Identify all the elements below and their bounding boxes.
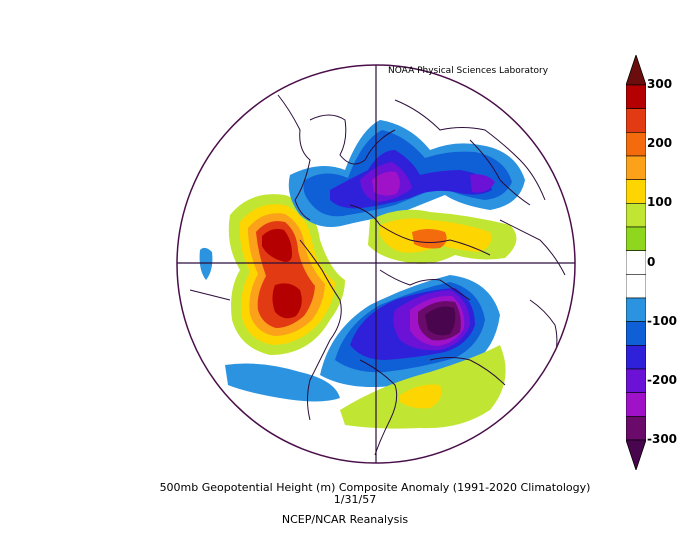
colorbar-segment: [626, 274, 646, 299]
colorbar-tick-label: -100: [647, 313, 678, 328]
colorbar-segment: [626, 155, 646, 180]
colorbar-segment: [626, 368, 646, 393]
colorbar-segment: [626, 203, 646, 228]
anomaly-positive-america: [228, 194, 345, 355]
colorbar-tick-label: 0: [647, 254, 656, 269]
colorbar-tick-label: 100: [647, 195, 673, 210]
colorbar-segment: [626, 250, 646, 275]
globe-boundary: [176, 64, 576, 464]
colorbar-segment: [626, 416, 646, 441]
colorbar-tick-label: 200: [647, 136, 673, 151]
colorbar-segment: [626, 392, 646, 417]
colorbar-segment: [626, 132, 646, 157]
chart-title: 500mb Geopotential Height (m) Composite …: [159, 481, 591, 494]
colorbar-arrow-bottom: [626, 439, 646, 470]
anomaly-negative-pacific: [320, 275, 500, 388]
colorbar-segment: [626, 321, 646, 346]
colorbar-segment: [626, 84, 646, 109]
graticule: [177, 65, 575, 463]
credit-label: NOAA Physical Sciences Laboratory: [388, 66, 549, 76]
anomaly-negative-southwest: [225, 363, 340, 402]
colorbar: [626, 55, 646, 470]
colorbar-segment: [626, 179, 646, 204]
colorbar-segment: [626, 297, 646, 322]
anomaly-negative-arctic: [288, 120, 525, 228]
colorbar-segment: [626, 108, 646, 133]
chart-source: NCEP/NCAR Reanalysis: [281, 513, 409, 526]
colorbar-segment: [626, 226, 646, 251]
chart-date: 1/31/57: [333, 493, 377, 506]
colorbar-tick-label: 300: [647, 77, 673, 91]
anomaly-positive-south: [340, 345, 506, 429]
colorbar-tick-label: -200: [647, 372, 678, 387]
colorbar-arrow-top: [626, 55, 646, 86]
colorbar-tick-label: -300: [647, 432, 678, 446]
colorbar-segment: [626, 345, 646, 370]
coastlines: [189, 94, 566, 456]
